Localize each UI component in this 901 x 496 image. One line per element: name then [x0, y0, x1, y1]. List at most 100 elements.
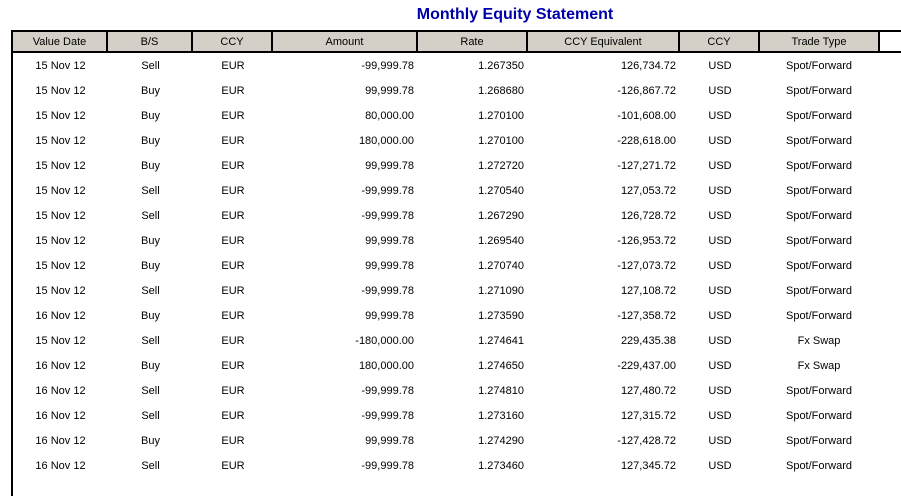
table-cell: USD: [708, 209, 732, 222]
table-cell: Buy: [141, 159, 160, 172]
table-cell: USD: [708, 259, 732, 272]
table-cell: Spot/Forward: [785, 109, 853, 122]
header-cell-rate: Rate: [418, 32, 528, 51]
table-cell: 229,435.38: [620, 334, 676, 347]
table-row: 15 Nov 12 Buy EUR 99,999.78 1.270740 -127,073…: [13, 253, 880, 278]
table-cell: 1.274641: [478, 334, 524, 347]
header-cell-ccy: CCY: [680, 32, 760, 51]
table-cell: EUR: [221, 184, 245, 197]
table-cell: 1.272720: [478, 159, 524, 172]
table-row: 16 Nov 12 Buy EUR 99,999.78 1.274290 -127,428…: [13, 428, 880, 453]
table-cell: EUR: [221, 434, 245, 447]
table-cell: USD: [708, 184, 732, 197]
table-cell: 127,480.72: [620, 384, 676, 397]
table-cell: 99,999.78: [365, 309, 414, 322]
table-cell: USD: [708, 159, 732, 172]
table-cell: 15 Nov 12: [35, 259, 86, 272]
header-cell-value-date: Value Date: [13, 32, 108, 51]
table-cell: 127,345.72: [620, 459, 676, 472]
table-cell: USD: [708, 284, 732, 297]
table-cell: 1.271090: [478, 284, 524, 297]
table-row: 15 Nov 12 Sell EUR -180,000.00 1.274641 229,4…: [13, 328, 880, 353]
table-cell: 15 Nov 12: [35, 184, 86, 197]
table-row: 15 Nov 12 Buy EUR 99,999.78 1.269540 -126,953…: [13, 228, 880, 253]
table-row: 15 Nov 12 Sell EUR -99,999.78 1.270540 127,05…: [13, 178, 880, 203]
header-cell-trade-type: Trade Type: [760, 32, 878, 51]
table-cell: EUR: [221, 384, 245, 397]
table-cell: 1.268680: [478, 84, 524, 97]
table-cell: EUR: [221, 259, 245, 272]
table-cell: USD: [708, 59, 732, 72]
table-cell: -101,608.00: [617, 109, 676, 122]
table-cell: 99,999.78: [365, 159, 414, 172]
table-cell: Sell: [141, 284, 160, 297]
table-cell: Sell: [141, 459, 160, 472]
table-cell: 15 Nov 12: [35, 134, 86, 147]
table-cell: Sell: [141, 59, 160, 72]
table-cell: 99,999.78: [365, 234, 414, 247]
table-cell: Spot/Forward: [785, 309, 853, 322]
table-cell: USD: [708, 459, 732, 472]
table-cell: Buy: [141, 84, 160, 97]
table-cell: -126,867.72: [617, 84, 676, 97]
table-cell: -180,000.00: [355, 334, 414, 347]
table-cell: 1.270740: [478, 259, 524, 272]
table-cell: 1.273590: [478, 309, 524, 322]
table-row: 15 Nov 12 Buy EUR 180,000.00 1.270100 -228,61…: [13, 128, 880, 153]
table-cell: Spot/Forward: [785, 209, 853, 222]
table-cell: USD: [708, 234, 732, 247]
table-cell: EUR: [221, 59, 245, 72]
table-cell: Buy: [141, 434, 160, 447]
table-cell: Spot/Forward: [785, 59, 853, 72]
table-cell: EUR: [221, 409, 245, 422]
table-cell: 99,999.78: [365, 84, 414, 97]
table-cell: Fx Swap: [797, 359, 841, 372]
table-cell: 127,108.72: [620, 284, 676, 297]
table-cell: 1.274650: [478, 359, 524, 372]
table-cell: Spot/Forward: [785, 384, 853, 397]
table-cell: 126,734.72: [620, 59, 676, 72]
table-cell: EUR: [221, 459, 245, 472]
table-cell: 16 Nov 12: [35, 309, 86, 322]
header-cell-ccy-equivalent: CCY Equivalent: [528, 32, 680, 51]
table-cell: Buy: [141, 359, 160, 372]
table-cell: Spot/Forward: [785, 259, 853, 272]
table-cell: USD: [708, 409, 732, 422]
table-cell: -127,358.72: [617, 309, 676, 322]
table-cell: 15 Nov 12: [35, 209, 86, 222]
table-cell: -126,953.72: [617, 234, 676, 247]
table-cell: -229,437.00: [617, 359, 676, 372]
table-cell: USD: [708, 384, 732, 397]
table-cell: 15 Nov 12: [35, 109, 86, 122]
table-cell: Sell: [141, 209, 160, 222]
table-cell: 1.270540: [478, 184, 524, 197]
table-cell: 1.270100: [478, 134, 524, 147]
table-cell: 16 Nov 12: [35, 459, 86, 472]
table-cell: -127,073.72: [617, 259, 676, 272]
table-cell: USD: [708, 334, 732, 347]
table-cell: 1.273460: [478, 459, 524, 472]
table-cell: EUR: [221, 134, 245, 147]
table-cell: 1.274290: [478, 434, 524, 447]
table-cell: USD: [708, 84, 732, 97]
table-cell: Buy: [141, 234, 160, 247]
table-cell: Spot/Forward: [785, 284, 853, 297]
table-cell: 127,315.72: [620, 409, 676, 422]
header-cell-amount: Amount: [273, 32, 418, 51]
table-row: 16 Nov 12 Buy EUR 99,999.78 1.273590 -127,358…: [13, 303, 880, 328]
table-cell: EUR: [221, 159, 245, 172]
table-cell: 15 Nov 12: [35, 234, 86, 247]
header-cell-b-s: B/S: [108, 32, 193, 51]
table-cell: Spot/Forward: [785, 409, 853, 422]
table-cell: Spot/Forward: [785, 134, 853, 147]
table-row: 15 Nov 12 Sell EUR -99,999.78 1.271090 127,10…: [13, 278, 880, 303]
table-cell: Spot/Forward: [785, 184, 853, 197]
table-cell: EUR: [221, 359, 245, 372]
table-cell: 99,999.78: [365, 259, 414, 272]
table-cell: 15 Nov 12: [35, 284, 86, 297]
table-cell: 15 Nov 12: [35, 334, 86, 347]
table-cell: -228,618.00: [617, 134, 676, 147]
table-cell: USD: [708, 134, 732, 147]
table-row: 16 Nov 12 Buy EUR 180,000.00 1.274650 -229,43…: [13, 353, 880, 378]
table-cell: USD: [708, 109, 732, 122]
